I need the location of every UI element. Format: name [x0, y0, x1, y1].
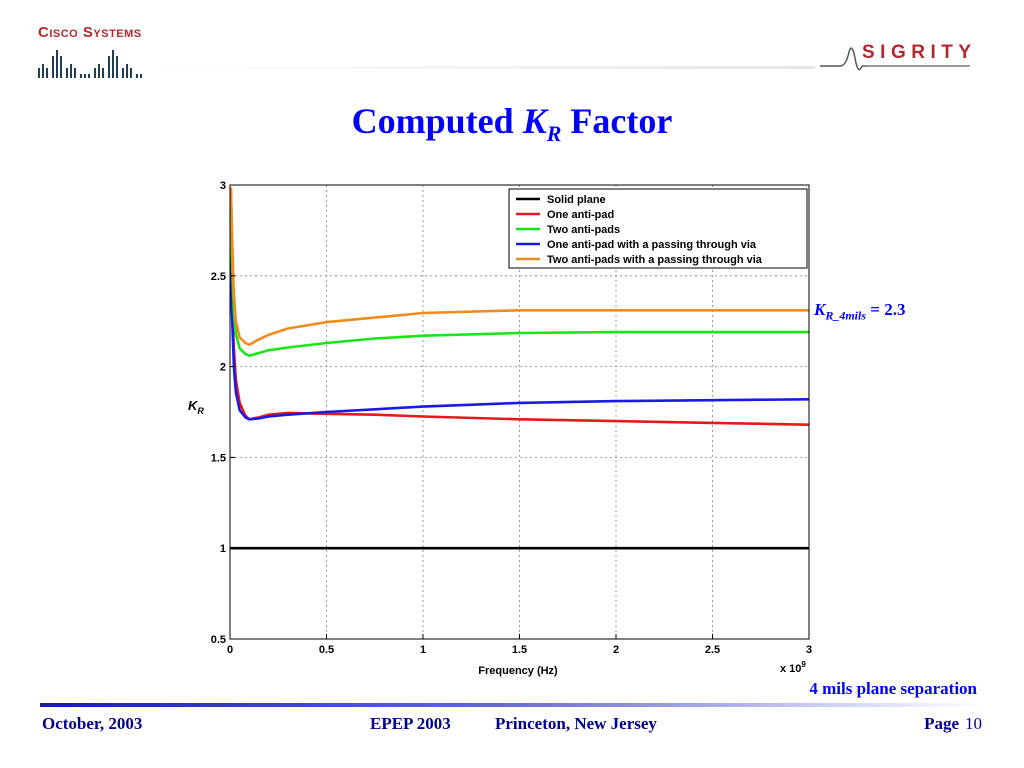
x-tick-label: 1	[420, 644, 426, 656]
x-tick-label: 0	[227, 644, 233, 656]
legend-label: Two anti-pads	[547, 224, 620, 236]
title-subscript: R	[546, 121, 562, 147]
title-symbol: K	[522, 101, 547, 141]
title-prefix: Computed	[351, 101, 523, 141]
kr-value-annotation: KR_4mils = 2.3	[814, 300, 905, 323]
legend-label: One anti-pad with a passing through via	[547, 239, 757, 251]
x-exponent-base: x 10	[780, 663, 801, 675]
y-tick-label: 1	[220, 543, 226, 555]
cisco-logo-text: Cisco Systems	[38, 24, 142, 41]
series-line-2	[230, 192, 809, 358]
sigrity-wave-icon	[820, 47, 970, 71]
x-axis-label: Frequency (Hz)	[478, 665, 558, 677]
tick-layer: 0 0.5 1 1.5 2 2.5 30.511.522.53	[211, 180, 812, 656]
footer-location: Princeton, New Jersey	[495, 714, 657, 733]
x-exponent-label: x 109	[780, 660, 806, 675]
y-tick-label: 3	[220, 180, 226, 192]
y-tick-label: 2	[220, 362, 226, 374]
cisco-logo: Cisco Systems	[38, 24, 148, 82]
legend-label: One anti-pad	[547, 209, 614, 221]
sigrity-logo: SIGRITY	[818, 40, 978, 88]
x-tick-label: 2	[613, 644, 619, 656]
slide-title: Computed KR Factor	[0, 100, 1024, 147]
x-exponent-power: 9	[801, 660, 806, 669]
x-tick-label: 1.5	[512, 644, 527, 656]
footer-date: October, 2003	[42, 714, 143, 733]
y-tick-label: 2.5	[211, 271, 226, 283]
x-tick-label: 2.5	[705, 644, 720, 656]
y-axis-label-symbol: K	[188, 398, 199, 413]
footer-conference: EPEP 2003	[370, 714, 451, 733]
y-axis-label-sub: R	[197, 406, 204, 416]
y-tick-label: 0.5	[211, 634, 226, 646]
legend-label: Solid plane	[547, 194, 606, 206]
title-suffix: Factor	[561, 101, 673, 141]
series-line-4	[230, 187, 809, 347]
footer-page-number: 10	[965, 714, 982, 733]
kr-factor-chart: 0 0.5 1 1.5 2 2.5 30.511.522.53 Frequency (Hz)…	[188, 180, 812, 677]
annotation-subscript: R_4mils	[825, 308, 867, 323]
y-axis-label: KR	[188, 398, 204, 416]
sigrity-logo-text: SIGRITY	[862, 42, 977, 63]
x-tick-label: 0.5	[319, 644, 334, 656]
footer-page: Page 10	[924, 714, 982, 734]
y-tick-label: 1.5	[211, 452, 226, 464]
legend-label: Two anti-pads with a passing through via	[547, 254, 763, 266]
chart-legend: Solid plane One anti-pad Two anti-pads One …	[508, 188, 808, 269]
footer-page-label: Page	[924, 714, 959, 733]
footer-rule	[40, 703, 984, 707]
cisco-bridge-icon	[38, 50, 142, 78]
header-rule	[150, 66, 815, 69]
x-tick-label: 3	[806, 644, 812, 656]
series-line-3	[230, 247, 809, 421]
annotation-value: = 2.3	[866, 300, 906, 319]
legend-box	[508, 188, 808, 269]
plane-separation-note: 4 mils plane separation	[809, 679, 977, 698]
series-layer	[230, 187, 809, 550]
annotation-symbol: K	[814, 300, 826, 319]
